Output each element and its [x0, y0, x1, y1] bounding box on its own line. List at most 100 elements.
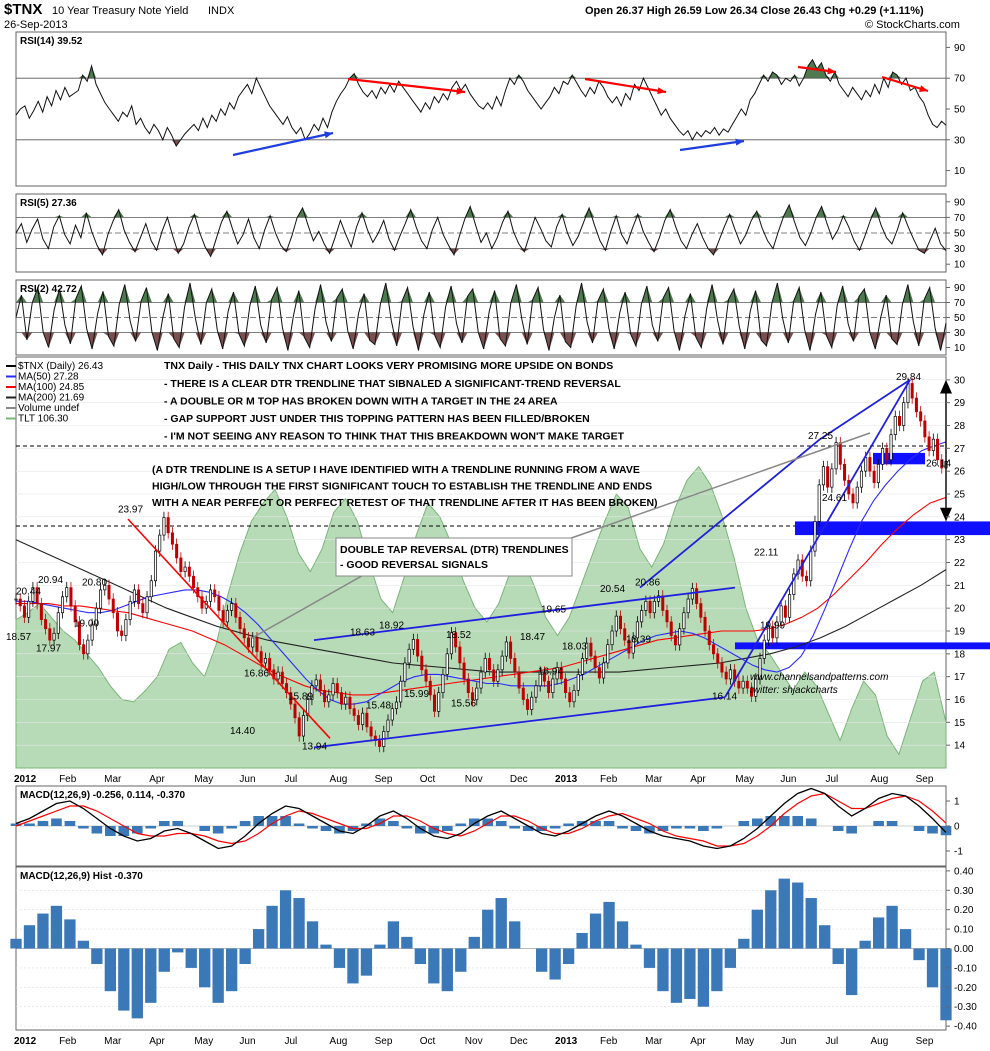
candle-body [623, 628, 627, 641]
candle-body [504, 641, 508, 657]
candle-body [310, 685, 314, 700]
blue-dtr-upper [639, 438, 821, 589]
candle-body [141, 603, 145, 614]
candle-body [673, 635, 677, 646]
hist-x-label: Feb [600, 1036, 618, 1047]
price-x-label: Oct [420, 774, 436, 785]
candle-body [128, 600, 132, 620]
price-x-label: Feb [59, 774, 77, 785]
candle-body [86, 639, 90, 655]
price-label: 20.54 [600, 584, 625, 595]
macd-mini-hist-bar [131, 826, 143, 834]
candle-body [466, 678, 470, 694]
macd-mini-hist-bar [671, 826, 682, 829]
candle-body [859, 470, 863, 488]
candle-body [513, 658, 517, 673]
price-x-label: 2012 [14, 774, 37, 785]
candle-body [724, 671, 728, 680]
blue-dtr-lower [724, 379, 911, 698]
watermark-line: twitter: shjackcharts [750, 685, 838, 696]
candle-body [665, 610, 669, 623]
macd-title: MACD(12,26,9) -0.256, 0.114, -0.370 [20, 790, 186, 801]
rsi14-tick-label: 70 [954, 74, 966, 85]
price-tick-label: 29 [954, 398, 966, 409]
candle-body [711, 644, 716, 655]
candle-body [369, 726, 373, 737]
candle-body [864, 457, 868, 472]
rsi2-oversold-fill [16, 332, 946, 351]
macd-mini-hist-bar [509, 826, 521, 829]
macd-mini-hist-bar [320, 826, 332, 831]
candle-body [458, 646, 462, 664]
candle-body [158, 534, 162, 552]
candle-body [179, 557, 183, 572]
price-label: 19.99 [760, 621, 785, 632]
candle-body [390, 708, 394, 721]
hist-bar [616, 921, 629, 949]
candle-body [318, 679, 322, 691]
candle-body [492, 669, 496, 682]
candle-body [289, 692, 293, 705]
candle-body [564, 678, 568, 694]
rsi14-arrow-red-2 [584, 77, 667, 94]
hist-bar [630, 944, 642, 949]
price-label: 18.63 [350, 628, 375, 639]
hist-tick-label: 0.00 [954, 944, 974, 955]
hist-bar [549, 948, 561, 980]
gap-support-box [795, 521, 990, 536]
candle-body [187, 566, 191, 577]
price-x-label: Aug [330, 774, 348, 785]
hist-x-label: Aug [330, 1036, 348, 1047]
price-label: 23.97 [118, 504, 143, 515]
rsi14-arrow-red-1-head [456, 87, 465, 95]
callout-pointer [559, 432, 871, 543]
header-copyright: © StockCharts.com [865, 19, 960, 31]
candle-body [107, 584, 111, 600]
candle-body [170, 532, 174, 545]
candle-body [534, 685, 538, 698]
hist-bar [724, 948, 736, 968]
price-x-label: Sep [375, 774, 393, 785]
hist-bar [91, 948, 103, 965]
hist-bar [495, 898, 507, 949]
candle-body [538, 671, 542, 687]
candle-body [18, 598, 22, 607]
hist-x-label: Sep [375, 1036, 393, 1047]
candle-body [737, 680, 741, 689]
candle-body [555, 667, 559, 680]
hist-x-label: Sep [916, 1036, 934, 1047]
hist-x-label: Dec [510, 1036, 528, 1047]
macd-mini-hist-bar [684, 826, 696, 829]
candle-body [530, 696, 534, 710]
candle-body [686, 598, 690, 614]
candle-body [754, 678, 758, 697]
hist-bar [401, 936, 413, 949]
macd-mini-hist-bar [886, 821, 898, 826]
macd-mini-hist-bar [832, 826, 844, 831]
candle-body [745, 680, 749, 689]
macd-mini-hist-bar [212, 826, 224, 834]
price-tick-label: 25 [954, 490, 966, 501]
candle-body [521, 687, 525, 700]
candle-body [813, 521, 817, 552]
legend-item: MA(100) 24.85 [18, 382, 85, 393]
hist-bar [765, 890, 777, 949]
target-arrow-down [940, 507, 952, 522]
macd-mini-hist-bar [590, 821, 601, 826]
macd-mini-hist-bar [441, 826, 453, 831]
macd-mini-hist-bar [873, 821, 884, 826]
hist-bar [792, 882, 804, 949]
hist-bar [805, 898, 817, 949]
macd-mini-hist-bar [940, 826, 952, 836]
macd-mini-hist-bar [482, 818, 494, 826]
candle-body [475, 687, 479, 701]
rsi14-arrow-blue-2-head [735, 138, 744, 146]
callout-box [335, 537, 573, 577]
hist-bar [279, 890, 292, 949]
hist-x-label: 2012 [14, 1036, 37, 1047]
candle-body [517, 671, 521, 689]
candle-body [817, 484, 821, 522]
candle-body [35, 587, 39, 604]
price-x-label: Jun [780, 774, 796, 785]
